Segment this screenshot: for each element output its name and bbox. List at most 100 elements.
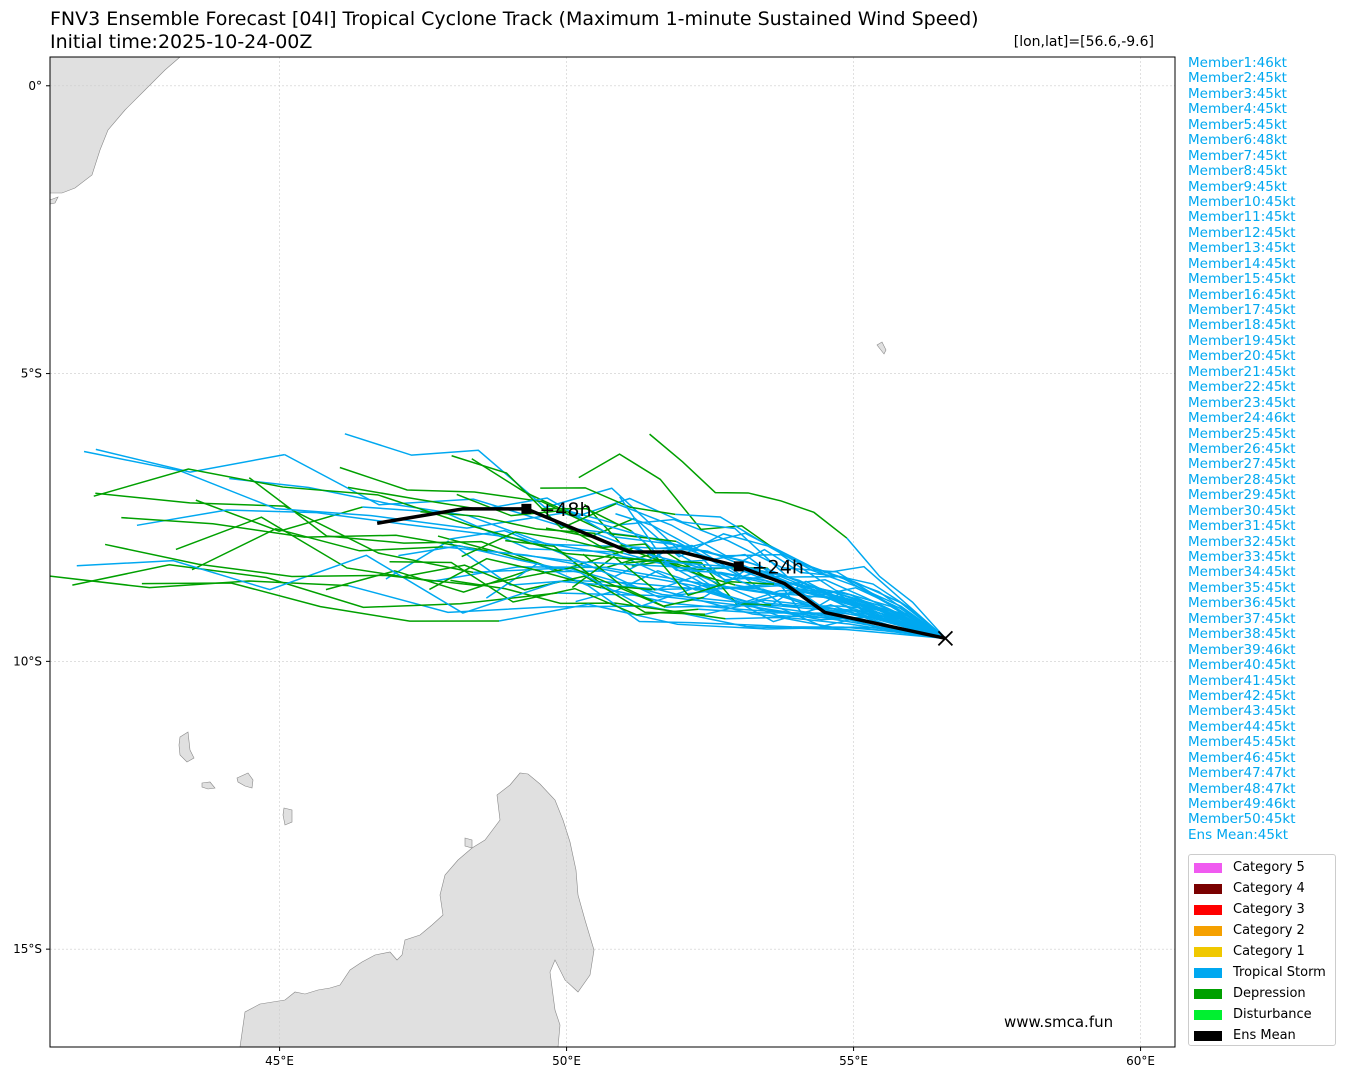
member-track-depression: [540, 487, 676, 516]
member-intensity-item: Member42:45kt: [1188, 687, 1296, 704]
ens-mean-line: [376, 507, 946, 641]
africa-coast: [49, 56, 181, 194]
madagascar: [239, 772, 595, 1048]
member-intensity-item: Member3:45kt: [1188, 85, 1287, 102]
member-track-storm: [348, 584, 946, 640]
member-intensity-item: Member33:45kt: [1188, 549, 1296, 565]
legend-item: Disturbance: [1189, 1004, 1335, 1025]
member-track-depression: [541, 507, 632, 532]
legend-item: Category 3: [1189, 899, 1335, 920]
member-track-storm: [835, 596, 946, 639]
member-intensity-item: Member50:45kt: [1188, 811, 1296, 828]
member-intensity-item: Member28:45kt: [1188, 471, 1296, 488]
member-track-storm: [661, 560, 946, 640]
aldabra-island: [282, 807, 293, 826]
member-track-depression: [575, 570, 741, 603]
coordinate-readout: [lon,lat]=[56.6,-9.6]: [1013, 34, 1154, 50]
member-tracks: [49, 433, 946, 640]
member-intensity-item: Member20:45kt: [1188, 348, 1296, 365]
member-intensity-item: Member30:45kt: [1188, 502, 1296, 519]
member-track-depression: [461, 531, 624, 558]
member-intensity-item: Member18:45kt: [1188, 317, 1296, 334]
member-intensity-item: Member1:46kt: [1188, 55, 1287, 71]
member-intensity-item: Member13:45kt: [1188, 240, 1296, 257]
member-intensity-item: Member49:46kt: [1188, 796, 1296, 812]
member-intensity-item: Member26:45kt: [1188, 440, 1296, 457]
member-intensity-item: Member47:47kt: [1188, 765, 1296, 782]
member-track-depression: [141, 582, 499, 622]
legend-item: Category 1: [1189, 941, 1335, 962]
member-intensity-item: Member37:45kt: [1188, 610, 1296, 627]
legend-label: Category 2: [1233, 923, 1305, 938]
legend-swatch: [1194, 1030, 1222, 1041]
legend-swatch: [1194, 946, 1222, 957]
member-track-depression: [649, 433, 848, 539]
member-intensity-list: Member1:46kt Member2:45kt Member3:45kt Memb…: [1188, 55, 1296, 843]
member-intensity-item: Member22:45kt: [1188, 379, 1296, 396]
lon-tick-label: 55°E: [839, 1054, 868, 1068]
lat-tick-label: 0°: [28, 79, 42, 93]
member-intensity-item: Member23:45kt: [1188, 394, 1296, 411]
legend-swatch: [1194, 883, 1222, 894]
member-track-storm: [770, 580, 946, 639]
legend: Category 5 Category 4 Category 3 Category 2…: [1188, 854, 1336, 1046]
ens-mean-track: +24h +48h: [376, 499, 954, 646]
member-track-depression: [456, 493, 566, 517]
member-track-depression: [104, 543, 666, 608]
chart-title: FNV3 Ensemble Forecast [04I] Tropical Cy…: [50, 8, 979, 30]
member-intensity-item: Member41:45kt: [1188, 672, 1296, 689]
member-track-storm: [595, 532, 946, 640]
mayotte-island: [236, 772, 254, 789]
chart-subtitle: Initial time:2025-10-24-00Z: [50, 31, 313, 53]
time-marker: [521, 503, 532, 514]
member-track-storm: [615, 502, 946, 639]
legend-swatch: [1194, 988, 1222, 999]
member-intensity-item: Member17:45kt: [1188, 302, 1296, 318]
legend-swatch: [1194, 1009, 1222, 1020]
member-intensity-item: Member7:45kt: [1188, 147, 1287, 164]
member-track-depression: [72, 563, 558, 609]
member-track-depression: [95, 448, 285, 473]
legend-swatch: [1194, 967, 1222, 978]
lon-tick-label: 45°E: [265, 1054, 294, 1068]
legend-swatch: [1194, 862, 1222, 873]
member-intensity-item: Member45:45kt: [1188, 734, 1296, 751]
legend-swatch: [1194, 925, 1222, 936]
member-intensity-item: Member6:48kt: [1188, 132, 1287, 149]
member-intensity-item: Member35:45kt: [1188, 579, 1296, 596]
member-intensity-item: Member27:45kt: [1188, 456, 1296, 473]
comoros-island: [201, 781, 216, 790]
axis-ticks: 45°E 50°E 55°E 60°E 0° 5°S 10°S 15°S: [13, 79, 1155, 1068]
member-track-depression: [49, 575, 349, 589]
member-track-depression: [398, 545, 521, 561]
lat-tick-label: 15°S: [13, 942, 42, 956]
member-intensity-item: Member31:45kt: [1188, 518, 1296, 535]
member-intensity-item: Member14:45kt: [1188, 255, 1296, 272]
member-intensity-item: Member44:45kt: [1188, 718, 1296, 735]
time-marker-label: +24h: [752, 556, 804, 578]
member-intensity-item: Member9:45kt: [1188, 178, 1287, 195]
legend-label: Category 4: [1233, 881, 1305, 896]
legend-item: Depression: [1189, 983, 1335, 1004]
legend-label: Category 3: [1233, 902, 1305, 917]
time-marker: [733, 561, 744, 572]
member-track-storm: [630, 530, 946, 639]
member-intensity-item: Member12:45kt: [1188, 224, 1296, 241]
member-track-depression: [175, 516, 433, 582]
member-track-depression: [83, 450, 659, 542]
member-track-depression: [450, 579, 726, 620]
start-x-icon: [937, 630, 954, 646]
member-intensity-item: Member15:45kt: [1188, 271, 1296, 288]
member-track-storm: [846, 537, 946, 639]
member-intensity-item: Member32:45kt: [1188, 533, 1296, 550]
member-intensity-item: Member36:45kt: [1188, 595, 1296, 612]
comoros-island: [178, 731, 195, 763]
lat-tick-label: 10°S: [13, 654, 42, 668]
legend-item: Ens Mean: [1189, 1025, 1335, 1046]
member-track-storm: [498, 603, 946, 640]
legend-item: Category 5: [1189, 857, 1335, 878]
member-track-storm: [836, 575, 946, 639]
glorioso-island: [464, 837, 473, 849]
member-intensity-item: Member29:45kt: [1188, 487, 1296, 504]
